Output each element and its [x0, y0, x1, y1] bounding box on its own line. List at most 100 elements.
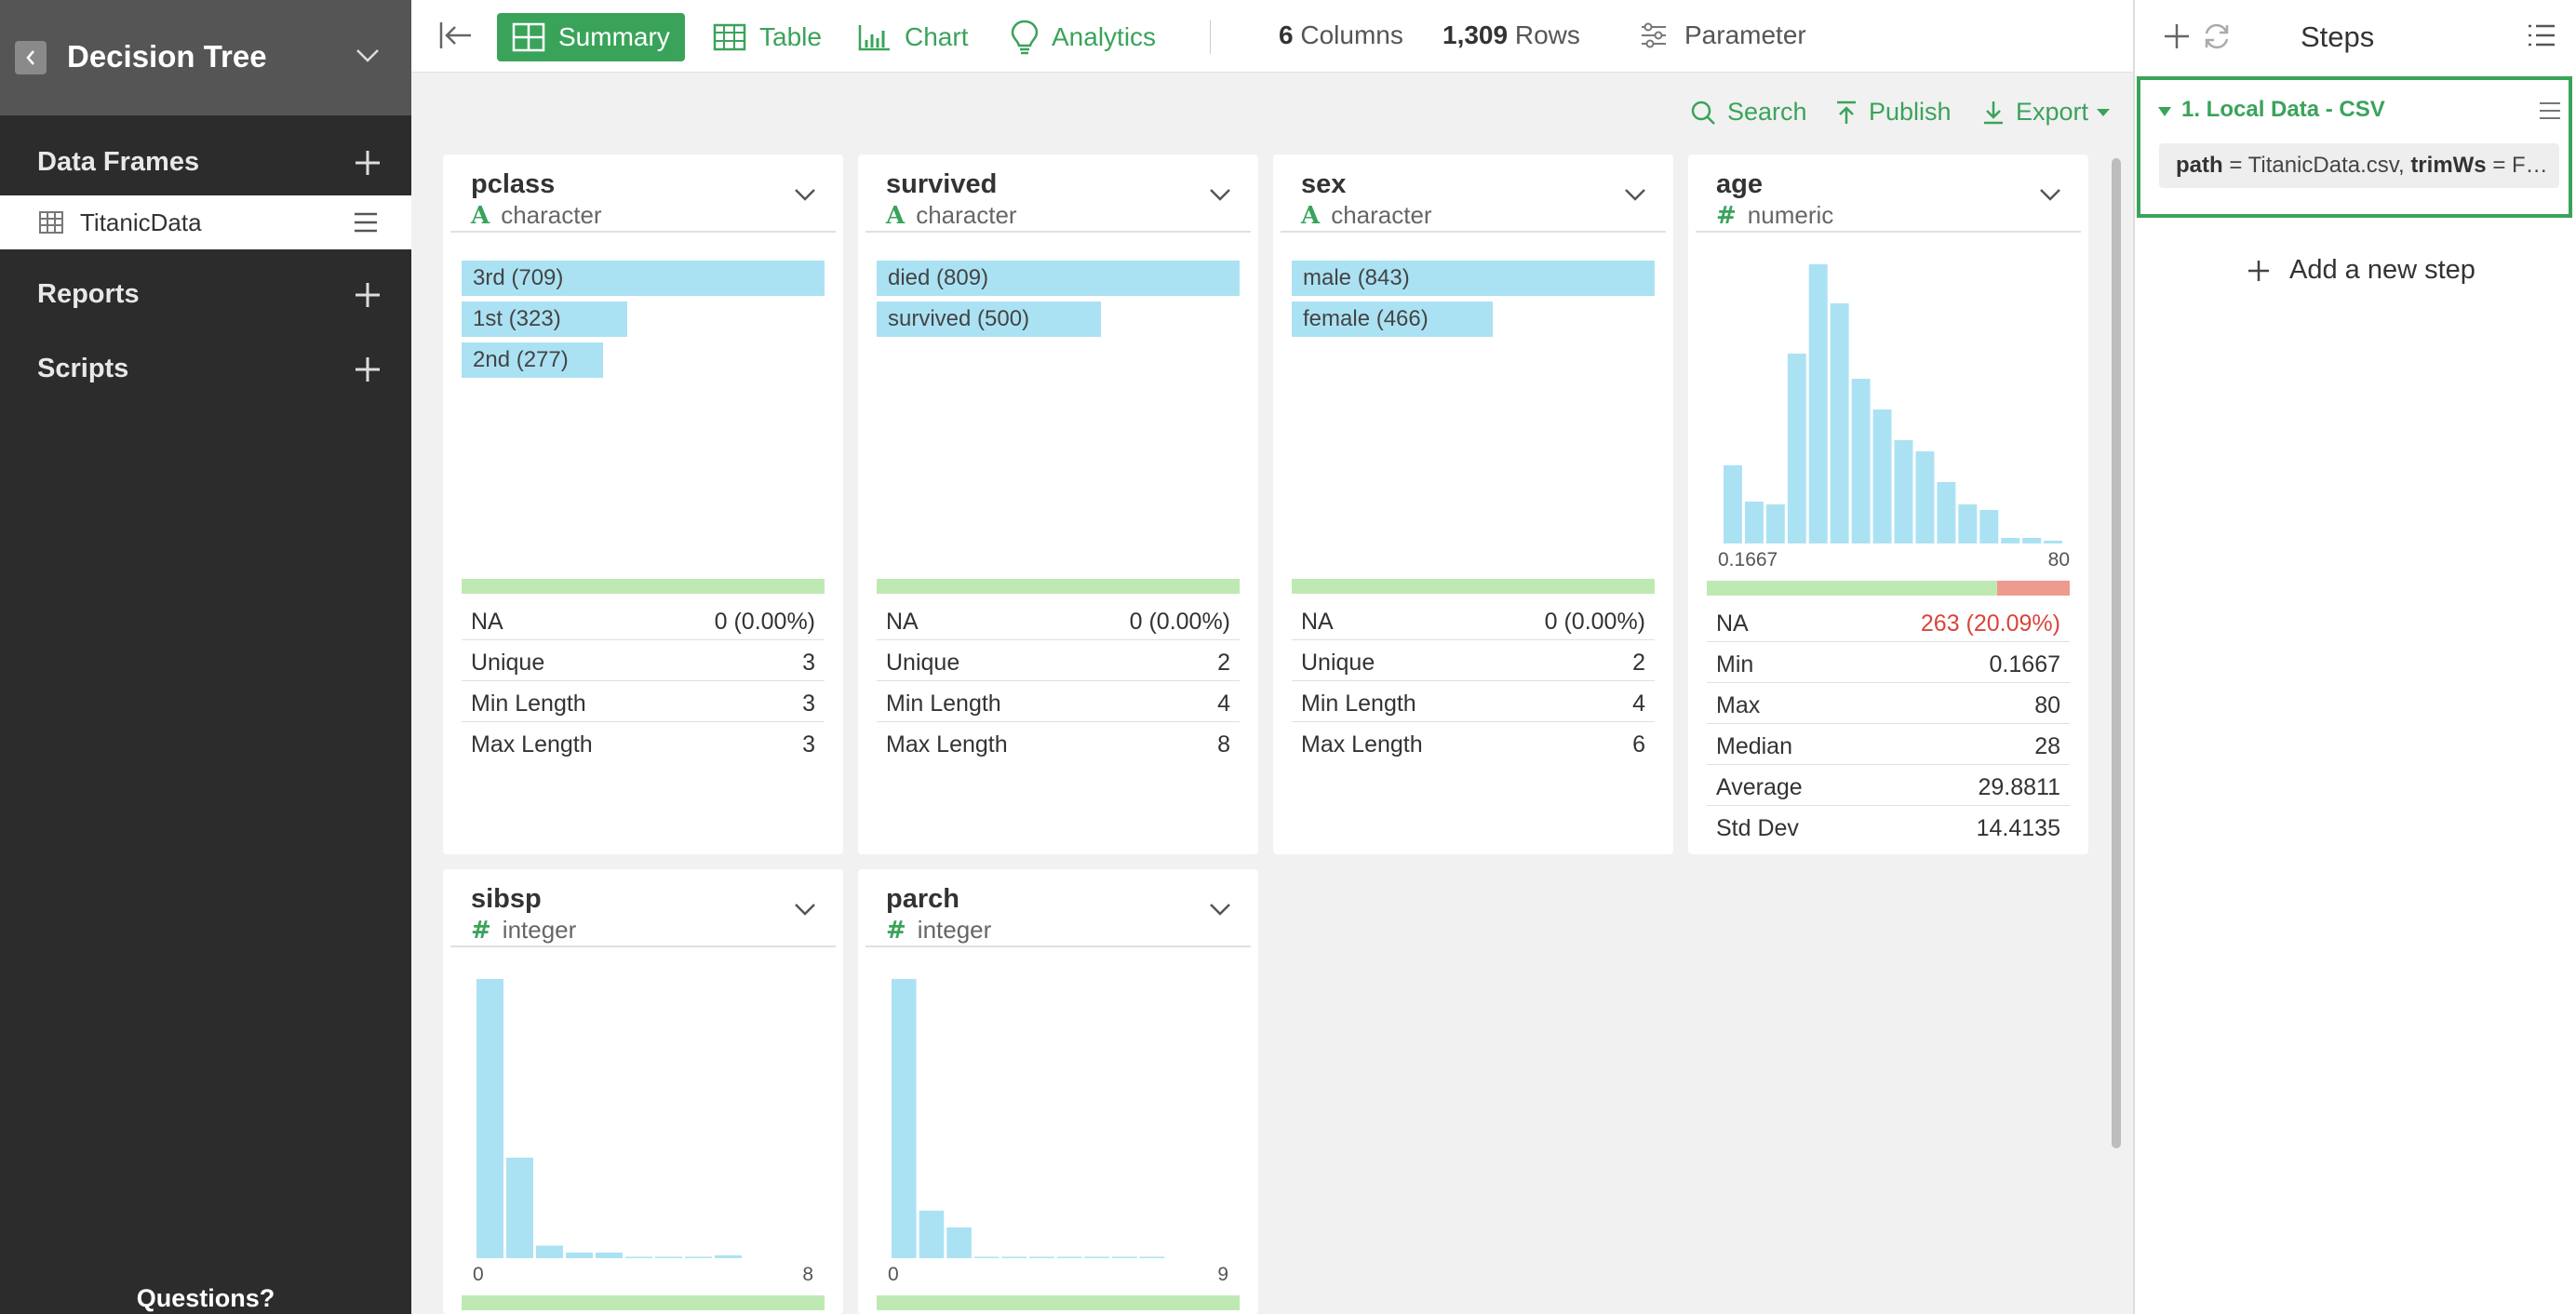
axis-max-label: 9	[1217, 1264, 1228, 1285]
add-data-frame-icon[interactable]	[354, 149, 382, 177]
stat-key: Min	[1716, 651, 1754, 677]
stat-value: 3	[802, 650, 815, 676]
refresh-icon[interactable]	[2202, 22, 2232, 50]
histogram-bar	[536, 1245, 563, 1258]
chevron-down-icon[interactable]	[2038, 186, 2062, 203]
histogram-bar	[1056, 1256, 1082, 1258]
column-name: pclass	[471, 169, 556, 199]
search-button[interactable]: Search	[1690, 98, 1807, 127]
stat-value: 28	[2034, 733, 2060, 759]
category-bar[interactable]: 1st (323)	[462, 302, 627, 337]
stat-key: Max Length	[1301, 731, 1423, 758]
tab-label: Analytics	[1052, 22, 1157, 51]
publish-button[interactable]: Publish	[1835, 98, 1952, 127]
stat-key: Min Length	[886, 691, 1001, 717]
scrollbar-thumb[interactable]	[2112, 158, 2121, 1148]
histogram-bar	[973, 1256, 1000, 1258]
category-bar[interactable]: 3rd (709)	[462, 261, 825, 296]
add-script-icon[interactable]	[354, 355, 382, 383]
add-step-icon[interactable]	[2163, 22, 2191, 50]
add-new-step-button[interactable]: Add a new step	[2247, 255, 2475, 286]
sidebar-section-scripts: Scripts	[0, 337, 411, 402]
chevron-down-icon[interactable]	[793, 186, 817, 203]
stat-key: Unique	[1301, 650, 1375, 676]
section-label: Data Frames	[37, 147, 200, 177]
export-label: Export	[2016, 98, 2089, 126]
chevron-down-icon[interactable]	[1208, 901, 1232, 918]
histogram-bar	[919, 1211, 945, 1258]
tab-summary[interactable]: Summary	[497, 13, 685, 61]
chevron-down-icon[interactable]	[354, 45, 382, 67]
chevron-down-icon[interactable]	[1623, 186, 1647, 203]
na-indicator-bar	[877, 1295, 1240, 1310]
top-toolbar: Summary Table Chart Analytics 6 Columns …	[411, 0, 2133, 73]
stat-value: 0.1667	[1989, 651, 2060, 677]
histogram-bar	[1744, 502, 1764, 543]
axis-max-label: 80	[2047, 549, 2070, 570]
hamburger-menu-icon[interactable]	[2539, 101, 2561, 121]
histogram-bar	[946, 1227, 972, 1258]
histogram-bar	[1808, 264, 1828, 543]
list-icon[interactable]	[2528, 22, 2556, 48]
sidebar-item-titanicdata[interactable]: TitanicData	[0, 195, 411, 249]
caret-down-icon[interactable]	[2157, 106, 2172, 117]
axis-min-label: 0.1667	[1718, 549, 1778, 570]
tab-chart[interactable]: Chart	[843, 13, 983, 61]
tab-label: Chart	[905, 22, 969, 51]
parameter-button[interactable]: Parameter	[1640, 20, 1806, 50]
histogram-bar	[1139, 1256, 1165, 1258]
category-bar[interactable]: survived (500)	[877, 302, 1101, 337]
tab-label: Table	[759, 22, 822, 51]
chevron-down-icon[interactable]	[1208, 186, 1232, 203]
stat-key: Max Length	[471, 731, 593, 758]
column-card-age: age # numeric 0.1667 80 NA 263 (20.09%) Min 0.16…	[1688, 154, 2088, 854]
category-bar[interactable]: 2nd (277)	[462, 342, 603, 378]
axis-min-label: 0	[473, 1264, 484, 1285]
stat-value: 4	[1632, 691, 1645, 717]
questions-link[interactable]: Questions?	[136, 1284, 275, 1312]
histogram-bar	[892, 979, 917, 1258]
stats-table: NA 263 (20.09%) Min 0.1667 Max 80 Median 28 Aver…	[1707, 601, 2070, 847]
type-glyph-icon: A	[471, 201, 490, 230]
summary-grid-icon	[512, 22, 545, 52]
plus-icon	[2248, 260, 2269, 281]
category-bar[interactable]: died (809)	[877, 261, 1240, 296]
column-card-sibsp: sibsp # integer 0 8	[443, 869, 843, 1314]
column-type-label: character	[501, 201, 602, 229]
category-bar[interactable]: male (843)	[1292, 261, 1655, 296]
add-report-icon[interactable]	[354, 281, 382, 309]
stats-row: Unique 2	[877, 640, 1240, 681]
tab-analytics[interactable]: Analytics	[996, 13, 1171, 61]
step-params[interactable]: path = TitanicData.csv, trimWs = F…	[2159, 143, 2559, 188]
column-type-label: numeric	[1747, 201, 1834, 229]
histogram-bar	[596, 1253, 623, 1258]
header-divider	[1281, 231, 1666, 233]
chevron-down-icon[interactable]	[793, 901, 817, 918]
column-type: # numeric	[1716, 201, 1833, 230]
header-divider	[1696, 231, 2081, 233]
export-button[interactable]: Export	[1982, 98, 2111, 127]
column-type-label: character	[1331, 201, 1432, 229]
category-bar[interactable]: female (466)	[1292, 302, 1493, 337]
stats-row: Min Length 3	[462, 681, 825, 722]
back-button[interactable]	[15, 41, 47, 74]
add-step-label: Add a new step	[2289, 255, 2475, 285]
column-type-label: integer	[502, 916, 577, 944]
histogram-bar	[1001, 1256, 1027, 1258]
collapse-sidebar-icon[interactable]	[439, 20, 473, 50]
stats-row: Min 0.1667	[1707, 642, 2070, 683]
histogram-bar	[1787, 354, 1806, 543]
step-item[interactable]: 1. Local Data - CSV path = TitanicData.c…	[2137, 76, 2572, 218]
stat-key: Unique	[886, 650, 960, 676]
stats-row: Max Length 6	[1292, 722, 1655, 763]
sidebar-section-reports: Reports	[0, 262, 411, 328]
sidebar-section-data-frames: Data Frames	[0, 130, 411, 195]
chevron-left-icon	[26, 50, 34, 65]
hamburger-menu-icon[interactable]	[354, 211, 378, 234]
tab-table[interactable]: Table	[698, 13, 837, 61]
column-name: age	[1716, 169, 1763, 199]
